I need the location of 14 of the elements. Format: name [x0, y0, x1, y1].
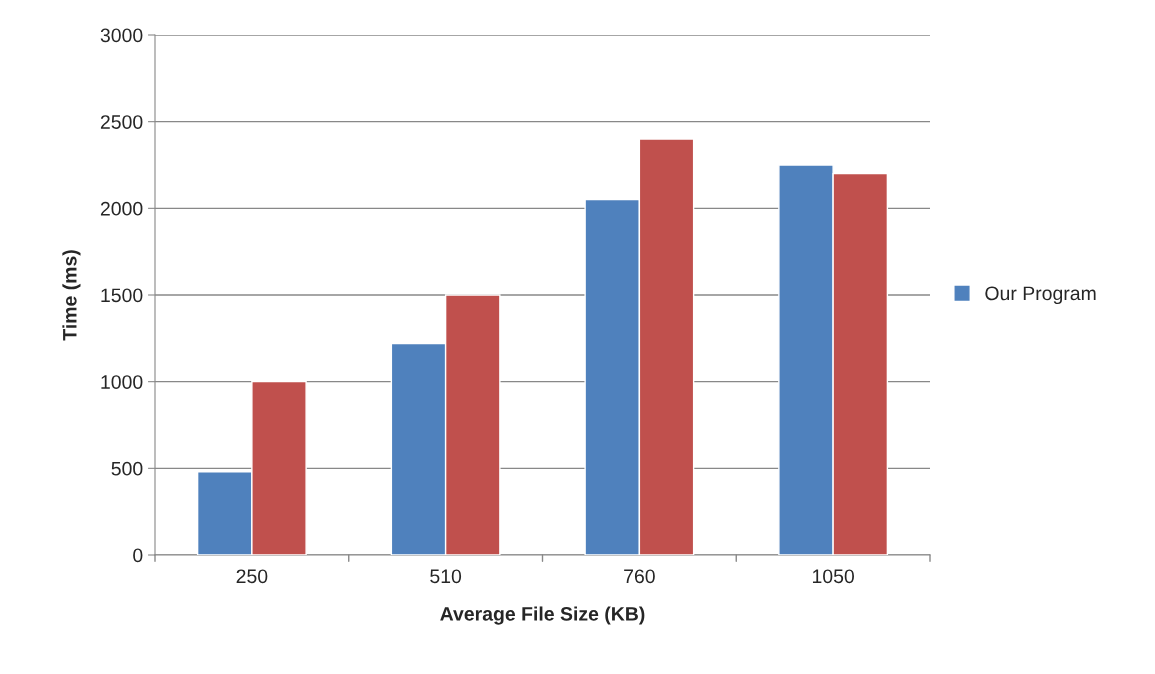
x-axis-title: Average File Size (KB) — [440, 606, 645, 625]
legend-label: Our Program — [985, 286, 1096, 305]
x-tick-label: 1050 — [812, 569, 854, 584]
x-tick-label: 510 — [430, 569, 462, 584]
y-tick-label: 0 — [133, 548, 143, 563]
x-tick-label: 250 — [236, 569, 268, 584]
y-axis-title: Time (ms) — [62, 250, 81, 341]
y-tick-label: 1000 — [101, 375, 143, 389]
y-tick-label: 500 — [111, 461, 143, 476]
x-tick-label: 760 — [624, 569, 655, 584]
y-tick-label: 1500 — [101, 288, 143, 303]
y-tick-label: 2000 — [100, 201, 143, 216]
y-tick-label: 3000 — [100, 28, 143, 43]
y-tick-label: 2500 — [100, 115, 143, 129]
